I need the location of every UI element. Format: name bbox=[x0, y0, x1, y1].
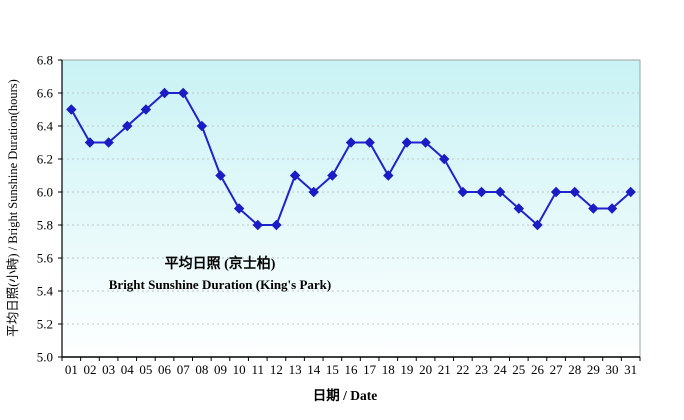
x-tick-label: 28 bbox=[568, 362, 581, 377]
data-point bbox=[159, 87, 170, 99]
y-tick-label: 6.8 bbox=[37, 53, 53, 68]
x-tick-label: 10 bbox=[233, 362, 246, 377]
data-points bbox=[66, 87, 636, 231]
x-axis-title: 日期 / Date bbox=[313, 388, 378, 403]
x-tick-label: 08 bbox=[195, 362, 208, 377]
data-point bbox=[271, 219, 282, 231]
x-tick-label: 23 bbox=[475, 362, 488, 377]
data-point bbox=[606, 203, 618, 214]
data-point bbox=[625, 186, 636, 198]
data-point bbox=[66, 104, 77, 115]
data-point bbox=[103, 137, 114, 148]
x-tick-label: 07 bbox=[177, 362, 191, 377]
y-axis-title: 平均日照(小時) / Bright Sunshine Duration(hour… bbox=[6, 79, 20, 337]
x-tick-label: 04 bbox=[121, 362, 135, 377]
x-tick-label: 15 bbox=[326, 362, 339, 377]
data-point bbox=[513, 203, 525, 214]
data-point bbox=[476, 186, 487, 198]
data-point bbox=[122, 120, 133, 132]
legend-label-zh: 平均日照 (京士柏) bbox=[165, 255, 276, 272]
plot-layer: 5.0 5.2 5.4 5.6 5.8 6.0 6.2 6.4 6.6 6.8 01 02 03 04 05… bbox=[37, 53, 641, 377]
x-tick-label: 25 bbox=[512, 362, 525, 377]
x-tick-label: 17 bbox=[363, 362, 377, 377]
data-point bbox=[494, 186, 506, 198]
y-tick-label: 6.6 bbox=[37, 86, 54, 101]
x-tick-label: 30 bbox=[606, 362, 619, 377]
x-tick-label: 27 bbox=[550, 362, 564, 377]
y-tick-label: 5.8 bbox=[37, 218, 53, 233]
data-point bbox=[327, 170, 338, 181]
x-tick-label: 03 bbox=[102, 362, 115, 377]
y-tick-label: 5.6 bbox=[37, 251, 54, 266]
x-tick-label: 09 bbox=[214, 362, 227, 377]
x-tick-label: 01 bbox=[65, 362, 78, 377]
x-tick-label: 11 bbox=[252, 362, 265, 377]
data-point bbox=[383, 170, 394, 181]
data-point bbox=[588, 203, 599, 214]
y-tick-label: 5.2 bbox=[37, 317, 53, 332]
x-tick-label: 13 bbox=[289, 362, 302, 377]
x-tick-label: 05 bbox=[139, 362, 152, 377]
data-point bbox=[84, 137, 96, 148]
data-point bbox=[457, 186, 469, 198]
y-tick-label: 6.0 bbox=[37, 185, 53, 200]
axes bbox=[61, 60, 640, 358]
x-tick-label: 14 bbox=[307, 362, 321, 377]
x-tick-label: 22 bbox=[456, 362, 469, 377]
y-axis-labels: 5.0 5.2 5.4 5.6 5.8 6.0 6.2 6.4 6.6 6.8 bbox=[37, 53, 54, 365]
legend-label-en: Bright Sunshine Duration (King's Park) bbox=[109, 277, 332, 292]
data-point bbox=[215, 170, 226, 181]
y-tick-label: 5.4 bbox=[37, 284, 54, 299]
data-point bbox=[177, 87, 189, 99]
x-tick-label: 12 bbox=[270, 362, 283, 377]
data-point bbox=[252, 219, 263, 231]
y-tick-label: 5.0 bbox=[37, 350, 53, 365]
x-tick-label: 26 bbox=[531, 362, 545, 377]
plot-area bbox=[61, 59, 641, 358]
data-point bbox=[345, 137, 357, 148]
x-tick-label: 06 bbox=[158, 362, 172, 377]
data-point bbox=[401, 137, 413, 148]
data-point bbox=[420, 137, 431, 148]
x-tick-label: 02 bbox=[83, 362, 96, 377]
x-tick-label: 18 bbox=[382, 362, 395, 377]
data-point bbox=[196, 120, 208, 132]
y-tick-label: 6.4 bbox=[37, 119, 54, 134]
x-tick-label: 21 bbox=[438, 362, 451, 377]
data-point bbox=[550, 186, 562, 198]
data-point bbox=[364, 137, 375, 148]
data-point bbox=[532, 219, 543, 231]
data-point bbox=[569, 186, 580, 198]
data-point bbox=[439, 153, 450, 165]
data-point bbox=[233, 203, 245, 214]
x-tick-label: 19 bbox=[400, 362, 413, 377]
x-tick-label: 16 bbox=[345, 362, 359, 377]
data-point bbox=[140, 104, 152, 115]
x-tick-label: 24 bbox=[494, 362, 508, 377]
x-tick-label: 29 bbox=[587, 362, 600, 377]
y-tick-label: 6.2 bbox=[37, 152, 53, 167]
data-point bbox=[289, 170, 301, 181]
y-axis-ticks bbox=[58, 59, 62, 358]
gridlines bbox=[62, 92, 640, 325]
data-point bbox=[308, 186, 319, 198]
x-tick-label: 31 bbox=[624, 362, 637, 377]
x-tick-label: 20 bbox=[419, 362, 432, 377]
x-axis-labels: 01 02 03 04 05 06 07 08 09 10 11 12 13 14 15 16 17 18 19 20… bbox=[65, 362, 637, 377]
